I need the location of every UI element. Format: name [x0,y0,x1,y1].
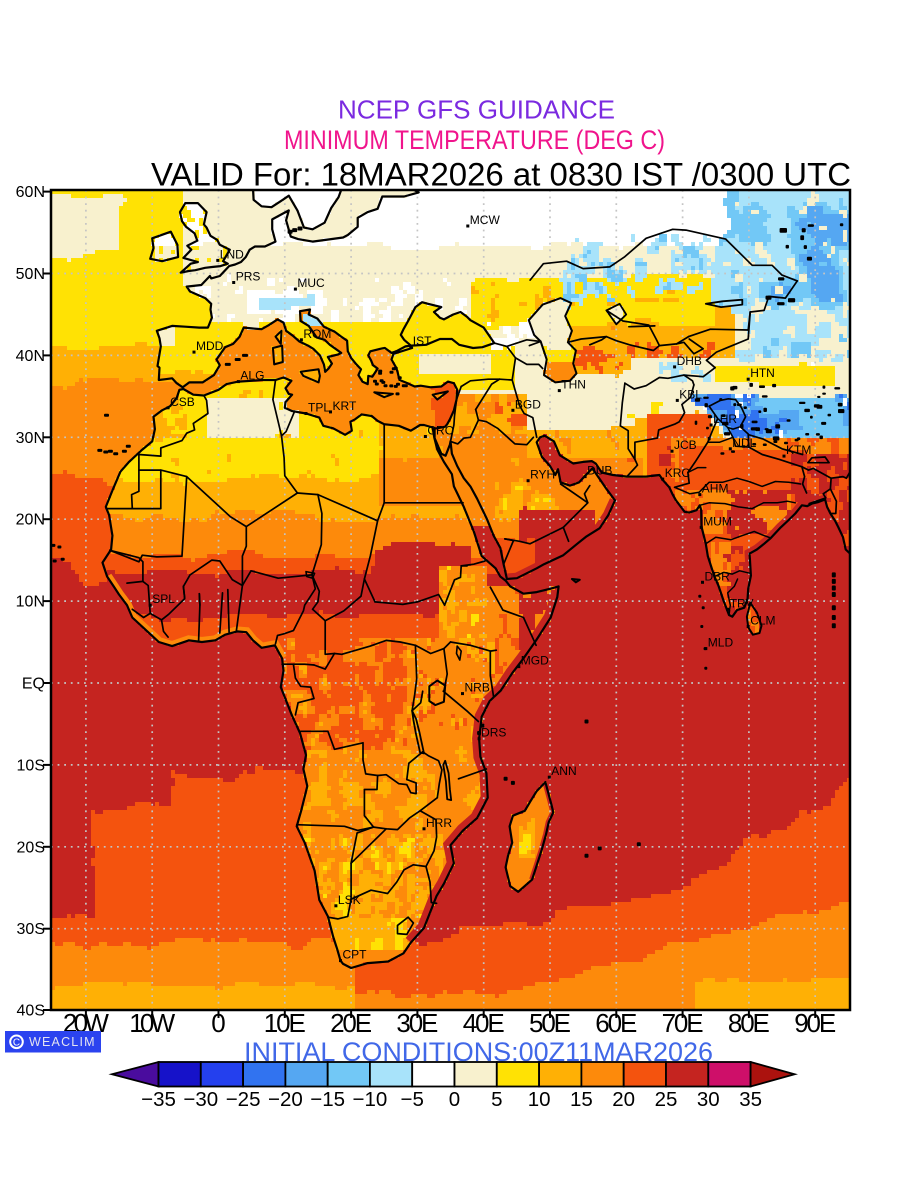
svg-text:20N: 20N [16,512,45,529]
svg-text:30: 30 [697,1088,720,1111]
svg-text:NRB: NRB [465,681,490,695]
svg-text:−30: −30 [183,1088,218,1111]
svg-text:DRS: DRS [481,726,506,740]
svg-text:EQ: EQ [22,676,45,693]
svg-text:CPT: CPT [343,948,368,962]
svg-text:20: 20 [612,1088,635,1111]
svg-text:LSK: LSK [338,893,361,907]
svg-text:20S: 20S [17,839,45,856]
svg-text:DBR: DBR [705,569,731,583]
svg-text:KTM: KTM [786,443,811,457]
svg-text:0: 0 [449,1088,460,1111]
svg-text:70E: 70E [662,1008,704,1038]
svg-text:VALID For: 18MAR2026 at 0830 I: VALID For: 18MAR2026 at 0830 IST /0300 U… [151,157,851,193]
svg-text:DHB: DHB [677,354,702,368]
svg-text:KBL: KBL [679,387,702,401]
svg-text:LHR: LHR [713,412,737,426]
svg-text:80E: 80E [728,1008,770,1038]
svg-text:30S: 30S [17,921,45,938]
svg-text:−5: −5 [401,1088,424,1111]
svg-text:NDL: NDL [732,436,756,450]
svg-text:10N: 10N [16,594,45,611]
svg-text:60E: 60E [595,1008,637,1038]
svg-text:WEACLIM: WEACLIM [29,1035,96,1049]
svg-text:−15: −15 [310,1088,345,1111]
svg-text:AHM: AHM [702,482,729,496]
svg-text:30N: 30N [16,430,45,447]
svg-text:RYH: RYH [530,468,555,482]
svg-text:−35: −35 [141,1088,176,1111]
svg-text:10E: 10E [264,1008,306,1038]
svg-text:KRT: KRT [333,399,357,413]
svg-text:IST: IST [413,334,432,348]
svg-text:10S: 10S [17,757,45,774]
svg-text:10: 10 [528,1088,551,1111]
svg-text:BGD: BGD [515,397,541,411]
svg-text:15: 15 [570,1088,593,1111]
svg-text:TRV: TRV [730,596,754,610]
svg-text:SPL: SPL [152,592,175,606]
svg-text:50N: 50N [16,266,45,283]
svg-text:20E: 20E [330,1008,372,1038]
svg-text:CSB: CSB [170,395,195,409]
svg-text:JCB: JCB [674,438,697,452]
svg-text:HRR: HRR [426,816,452,830]
svg-text:90E: 90E [794,1008,836,1038]
svg-text:40S: 40S [17,1003,45,1020]
svg-text:MDD: MDD [196,339,224,353]
svg-text:30E: 30E [396,1008,438,1038]
svg-text:PRS: PRS [236,270,261,284]
svg-text:5: 5 [491,1088,502,1111]
svg-text:KRC: KRC [665,466,691,480]
svg-text:−20: −20 [268,1088,303,1111]
svg-text:MGD: MGD [521,654,549,668]
svg-text:ALG: ALG [240,369,264,383]
svg-text:40E: 40E [463,1008,505,1038]
svg-text:−10: −10 [353,1088,388,1111]
svg-text:MUM: MUM [703,514,732,528]
svg-text:ROM: ROM [303,327,331,341]
svg-text:CRO: CRO [427,424,454,438]
svg-text:−25: −25 [226,1088,261,1111]
svg-text:CLM: CLM [750,614,775,628]
svg-text:TPL: TPL [308,401,330,415]
svg-text:MLD: MLD [708,636,734,650]
svg-text:C: C [13,1038,20,1049]
svg-text:10W: 10W [129,1008,175,1038]
svg-text:50E: 50E [529,1008,571,1038]
svg-text:25: 25 [655,1088,678,1111]
svg-text:60N: 60N [16,184,45,201]
svg-text:HTN: HTN [750,366,775,380]
svg-text:DUB: DUB [587,464,612,478]
svg-text:MINIMUM TEMPERATURE (DEG C): MINIMUM TEMPERATURE (DEG C) [284,125,665,155]
svg-text:ANN: ANN [551,764,576,778]
svg-text:40N: 40N [16,348,45,365]
svg-text:THN: THN [561,378,586,392]
svg-text:MCW: MCW [470,213,501,227]
svg-text:MUC: MUC [297,276,325,290]
svg-text:35: 35 [739,1088,762,1111]
svg-text:0: 0 [211,1008,225,1038]
svg-text:NCEP GFS GUIDANCE: NCEP GFS GUIDANCE [338,94,615,124]
svg-text:LND: LND [220,247,244,261]
